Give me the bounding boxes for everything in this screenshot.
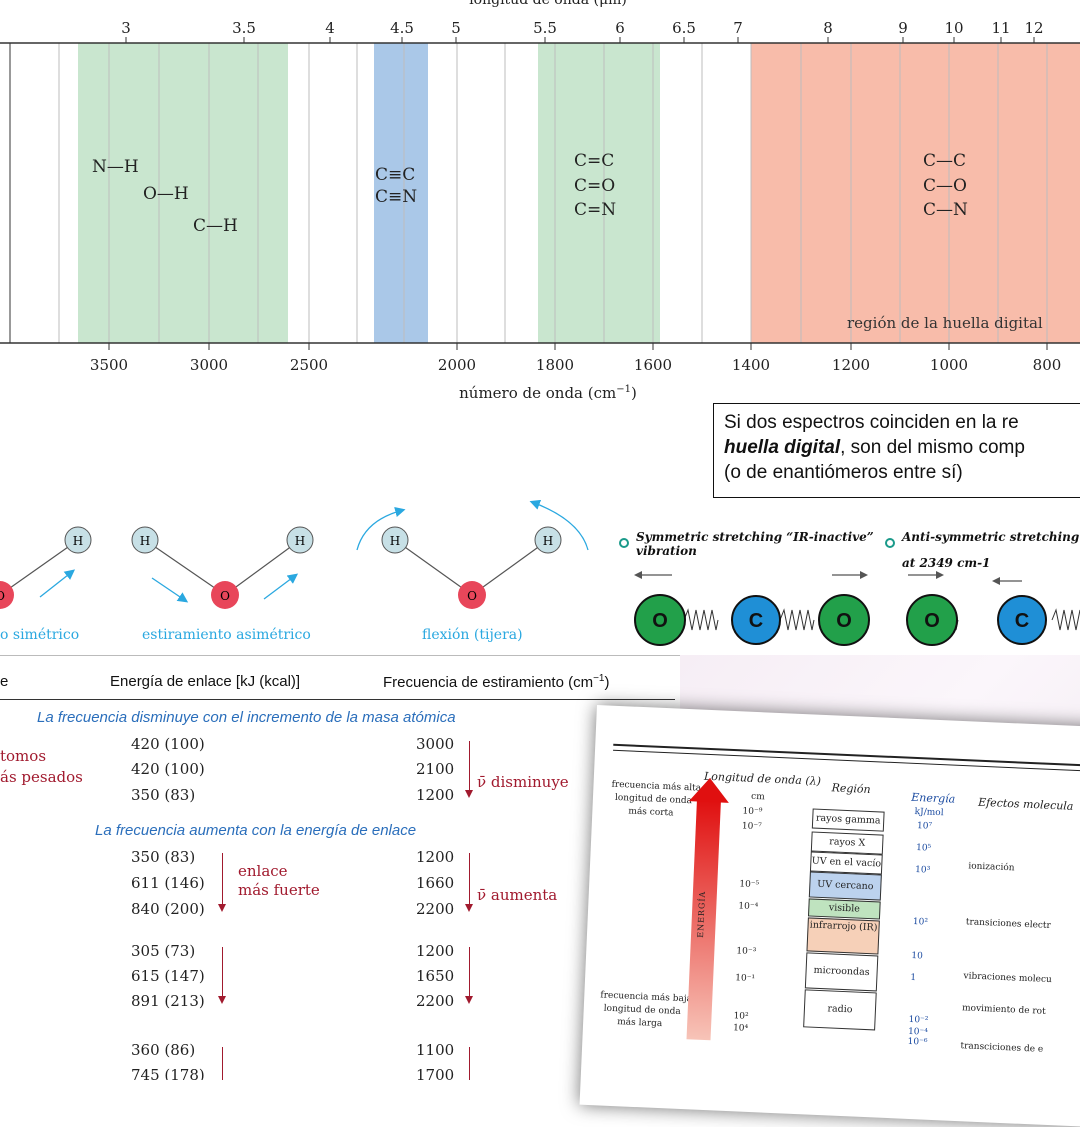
svg-text:Anti-symmetric stretching: Anti-symmetric stretching [901,530,1079,544]
bond-nh: N—H [92,157,139,177]
atom-h [381,526,409,554]
band-triple-blue [374,43,428,343]
bottom-tick-label: 3000 [190,356,228,374]
atom-h [286,526,314,554]
svg-text:at 2349 cm-1: at 2349 cm-1 [902,556,990,570]
band-double-green [538,43,660,343]
atom-h [131,526,159,554]
bottom-axis-label: número de onda (cm−1) [459,384,637,400]
bottom-tick-label: 800 [1033,356,1062,374]
top-tick-label: 7 [733,19,743,37]
water-vibrations: O H H O H H O H o simétrico estiramiento… [0,500,589,643]
svg-text:H: H [543,534,553,548]
bottom-tick-label: 1200 [832,356,870,374]
atom-o [0,581,14,609]
svg-text:O: O [924,610,940,632]
subtitle-mass: La frecuencia disminuye con el increment… [37,709,456,726]
bottom-tick-label: 1600 [634,356,672,374]
note-line-1: Si dos espectros coinciden en la re [724,412,1019,433]
top-tick-label: 3 [121,19,131,37]
bond-cc: C—C [923,151,966,171]
bond-co-double: C=O [574,176,615,196]
top-tick-label: 5 [451,19,461,37]
bottom-tick-label: 1800 [536,356,574,374]
bottom-tick-label: 1000 [930,356,968,374]
label-bending: flexión (tijera) [422,627,523,643]
bottom-tick-label: 2500 [290,356,328,374]
label-symmetric: o simétrico [0,627,79,643]
note-line-3: (o de enantiómeros entre sí) [724,462,963,483]
ir-correlation-chart: 3 3.5 4 4.5 5 5.5 6 6.5 7 8 9 10 11 12 3500 3000 2500 20… [0,0,1080,400]
svg-text:C: C [749,610,763,632]
top-axis-label: longitud de onda (μm) [469,0,627,8]
top-tick-label: 4 [325,19,335,37]
svg-text:C: C [1015,610,1029,632]
top-tick-label: 3.5 [232,19,256,37]
svg-text:O: O [467,589,477,603]
co2-o-atom [906,594,958,646]
top-ticks: 3 3.5 4 4.5 5 5.5 6 6.5 7 8 9 10 11 12 [121,19,1044,43]
band-fingerprint-salmon [751,43,1080,343]
svg-text:O: O [836,610,852,632]
co2-vibrations: Symmetric stretching “IR-inactive” vibra… [612,515,1080,655]
svg-text:H: H [140,534,150,548]
co2-c-atom [731,595,781,645]
bottom-ticks: 3500 3000 2500 2000 1800 1600 1400 1200 1000 800 [90,343,1061,374]
em-spectrum-card: Longitud de onda (λ) Región Energía Efec… [579,705,1080,1127]
bottom-tick-label: 1400 [732,356,770,374]
note-line-2: huella digital, son del mismo comp [724,437,1025,458]
svg-text:H: H [390,534,400,548]
bottom-tick-label: 2000 [438,356,476,374]
bond-co: C—O [923,176,967,196]
label-asymmetric: estiramiento asimétrico [142,627,311,643]
bond-ch: C—H [193,216,238,236]
col-energy: Energía de enlace [kJ (kcal)] [110,673,301,690]
top-tick-label: 11 [991,19,1010,37]
bottom-tick-label: 3500 [90,356,128,374]
top-tick-label: 6.5 [672,19,696,37]
top-tick-label: 12 [1024,19,1043,37]
top-tick-label: 10 [944,19,963,37]
svg-text:vibration: vibration [636,544,697,558]
col-bond: e [0,673,9,690]
band-xh-green [78,43,288,343]
top-tick-label: 8 [823,19,833,37]
bond-cc-triple: C≡C [375,165,415,185]
co2-o-atom [818,594,870,646]
svg-text:O: O [0,589,5,603]
co2-c-atom [997,595,1047,645]
subtitle-energy: La frecuencia aumenta con la energía de … [95,822,417,839]
atom-h [534,526,562,554]
bond-cn-double: C=N [574,200,616,220]
svg-text:H: H [73,534,83,548]
svg-text:O: O [220,589,230,603]
top-tick-label: 5.5 [533,19,557,37]
svg-text:Symmetric stretching “IR-inact: Symmetric stretching “IR-inactive” [636,530,874,544]
atom-o [211,581,239,609]
svg-text:O: O [652,610,668,632]
atom-o [458,581,486,609]
co2-o-atom [634,594,686,646]
bond-oh: O—H [143,184,189,204]
top-tick-label: 9 [898,19,908,37]
bond-cn: C—N [923,200,968,220]
top-tick-label: 4.5 [390,19,414,37]
bond-cn-triple: C≡N [375,187,417,207]
fingerprint-note: Si dos espectros coinciden en la re huel… [713,403,1080,498]
gridlines [58,43,1048,343]
atom-h [64,526,92,554]
bond-cc-double: C=C [574,151,614,171]
bond-frequency-table: e Energía de enlace [kJ (kcal)] Frecuenc… [0,655,680,1080]
svg-text:H: H [295,534,305,548]
fingerprint-label: región de la huella digital [847,314,1043,332]
col-frequency: Frecuencia de estiramiento (cm−1) [383,673,610,691]
top-tick-label: 6 [615,19,625,37]
